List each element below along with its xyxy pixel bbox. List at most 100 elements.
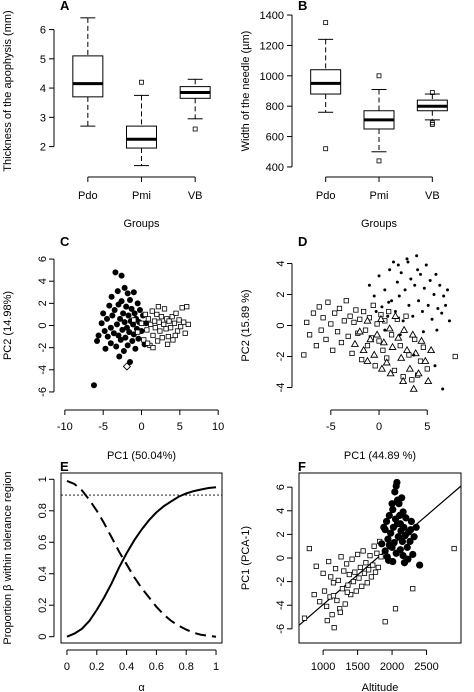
point-filled-dot (438, 283, 442, 287)
point-filled-circle (398, 537, 407, 546)
point-open-square (380, 347, 386, 353)
panel-letter: C (60, 234, 70, 249)
point-open-square (318, 327, 324, 333)
point-filled-dot (390, 299, 394, 303)
point-open-square (326, 558, 332, 565)
point-filled-circle (115, 332, 122, 339)
point-open-triangle (376, 314, 386, 323)
point-filled-dot (436, 306, 440, 310)
point-open-triangle (399, 376, 408, 385)
x-tick-label: 1000 (311, 661, 335, 673)
point-open-square (157, 328, 163, 334)
point-open-square (345, 582, 351, 588)
x-tick-label: 1500 (345, 661, 369, 673)
x-tick-label: 2000 (380, 661, 404, 673)
point-filled-dot (420, 310, 424, 314)
point-open-square (179, 305, 185, 311)
y-tick-label: 1 (37, 476, 49, 482)
x-tick-label: Pmi (132, 190, 151, 202)
y-tick-label: 0.4 (37, 566, 49, 581)
point-open-square (181, 319, 187, 325)
point-open-square (332, 310, 338, 316)
point-open-square (371, 543, 377, 549)
point-open-square (361, 308, 367, 315)
point-filled-dot (412, 353, 416, 357)
point-open-square (331, 625, 337, 631)
point-filled-dot (419, 272, 422, 276)
point-filled-circle (134, 300, 141, 307)
point-open-square (172, 332, 178, 339)
point-filled-circle (135, 335, 142, 342)
x-tick-label: 0.8 (179, 661, 194, 673)
point-filled-circle (100, 310, 107, 317)
x-tick-label: VB (188, 190, 203, 202)
point-open-square (451, 545, 457, 552)
point-open-square (145, 316, 151, 322)
point-open-square (156, 319, 162, 325)
point-open-square (372, 363, 378, 369)
point-open-square (166, 318, 172, 324)
point-filled-dot (441, 387, 445, 391)
x-tick-label: Pdo (78, 190, 98, 202)
point-filled-dot (407, 303, 411, 307)
point-open-triangle (359, 345, 368, 354)
point-filled-circle (102, 345, 109, 352)
box-0 (310, 20, 342, 152)
point-open-square (154, 311, 160, 318)
point-filled-circle (404, 555, 412, 563)
point-filled-dot (397, 294, 401, 298)
plot-frame (299, 248, 461, 403)
x-tick-label: -10 (57, 421, 73, 433)
point-filled-circle (396, 546, 404, 554)
point-open-square (334, 329, 341, 335)
point-open-square (323, 336, 329, 343)
y-axis-title: PC2 (14.98%) (2, 291, 14, 360)
point-filled-dot (442, 294, 446, 298)
point-open-triangle (382, 358, 391, 366)
point-open-square (452, 353, 458, 360)
point-open-square (360, 548, 366, 554)
point-filled-circle (119, 326, 126, 333)
point-open-square (135, 329, 141, 335)
point-filled-circle (406, 537, 414, 546)
point-open-square (313, 343, 319, 349)
y-tick-label: 0 (275, 555, 287, 561)
point-open-square (406, 352, 412, 358)
point-open-triangle (417, 336, 426, 344)
point-open-square (310, 310, 317, 316)
x-tick-label: Pmi (370, 190, 389, 202)
point-open-square (176, 317, 182, 323)
y-tick-label: 0 (275, 322, 287, 328)
point-open-square (359, 583, 365, 589)
point-open-square (382, 619, 388, 625)
point-open-square (142, 311, 148, 318)
x-tick-label: -5 (98, 421, 108, 433)
panel-d: D -4 -2 0 2 4 -5 0 5 PC1 (44.89 %) PC2 (15.89 %) (240, 234, 461, 462)
point-open-square (366, 567, 372, 573)
panel-letter: F (298, 459, 306, 474)
point-filled-circle (118, 298, 125, 305)
y-tick-label: -2 (275, 577, 287, 587)
point-open-square (168, 325, 174, 331)
point-filled-dot (424, 263, 428, 267)
point-open-square (362, 327, 369, 333)
point-open-square (323, 603, 330, 610)
point-open-square (145, 340, 151, 346)
point-filled-dot (380, 305, 384, 309)
point-open-square (356, 575, 362, 581)
panel-e: E 0 0.2 0.4 0.6 0.8 1 0 0.2 0.4 0.6 0.8 1 α Proportion… (2, 459, 223, 692)
point-filled-circle (381, 526, 389, 534)
point-filled-circle (383, 553, 391, 561)
point-open-square (138, 320, 145, 326)
outlier-point (323, 146, 329, 152)
point-filled-dot (395, 280, 399, 284)
y-tick-label: 2 (37, 300, 49, 306)
point-open-square (357, 316, 363, 322)
y-tick-label: 600 (266, 132, 284, 144)
point-filled-circle (391, 488, 399, 496)
point-open-square (330, 580, 337, 586)
point-open-square (144, 327, 150, 333)
panel-letter: A (60, 0, 70, 13)
point-filled-circle (382, 517, 391, 526)
